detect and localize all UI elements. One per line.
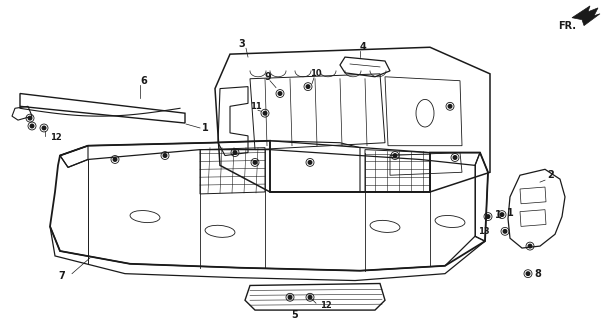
Circle shape: [278, 92, 282, 95]
Circle shape: [503, 229, 507, 233]
Circle shape: [233, 151, 237, 154]
Text: 9: 9: [265, 72, 272, 82]
Text: 12: 12: [320, 301, 332, 310]
Text: 4: 4: [360, 42, 367, 52]
Text: 2: 2: [547, 170, 554, 180]
Circle shape: [448, 105, 452, 108]
Circle shape: [500, 213, 504, 216]
Text: 12: 12: [50, 133, 62, 142]
Circle shape: [308, 295, 312, 299]
Circle shape: [42, 126, 46, 130]
Circle shape: [253, 161, 257, 164]
Text: 8: 8: [534, 269, 541, 279]
Text: 11: 11: [250, 102, 262, 111]
Text: 10: 10: [310, 69, 321, 78]
Text: 13: 13: [479, 227, 490, 236]
Circle shape: [306, 85, 310, 88]
Text: 1: 1: [507, 208, 514, 218]
Circle shape: [288, 295, 292, 299]
Circle shape: [113, 158, 117, 161]
Polygon shape: [572, 6, 600, 26]
Circle shape: [393, 154, 397, 157]
Text: 5: 5: [291, 310, 299, 320]
Circle shape: [528, 244, 532, 248]
Circle shape: [308, 161, 312, 164]
Text: 3: 3: [238, 39, 245, 49]
Text: 7: 7: [58, 271, 65, 281]
Text: 6: 6: [140, 76, 147, 86]
Text: 1: 1: [495, 210, 501, 220]
Circle shape: [28, 116, 32, 120]
Circle shape: [163, 154, 167, 157]
Circle shape: [263, 111, 267, 115]
Text: FR.: FR.: [558, 20, 576, 31]
Circle shape: [526, 272, 530, 276]
Circle shape: [30, 124, 34, 128]
Circle shape: [453, 156, 457, 159]
Text: 1: 1: [202, 123, 209, 133]
Circle shape: [486, 215, 490, 218]
